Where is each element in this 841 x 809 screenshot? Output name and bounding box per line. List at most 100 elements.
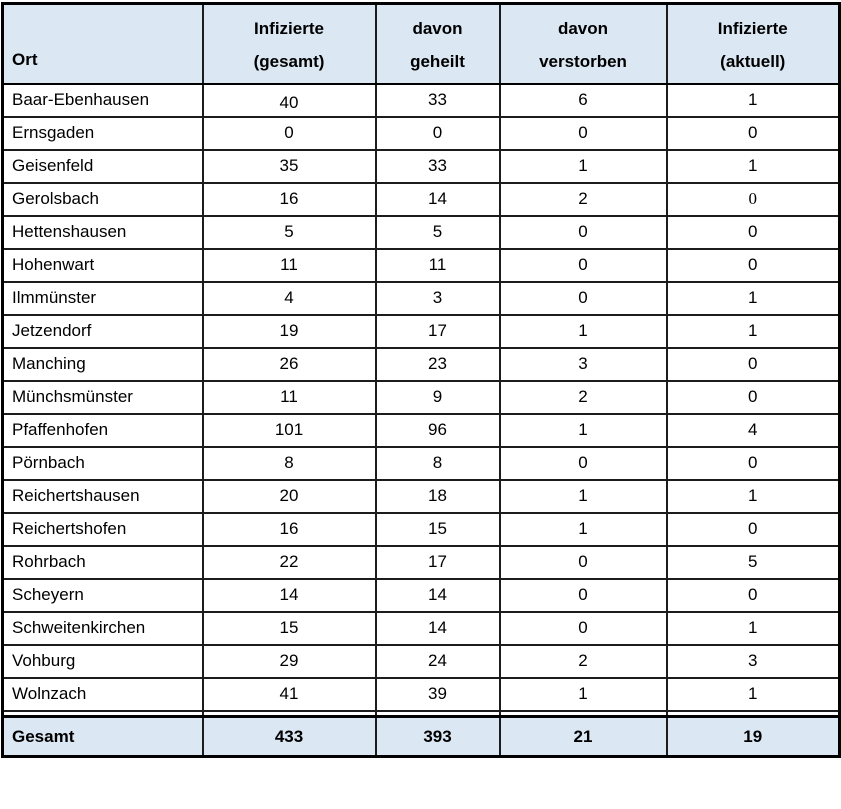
value-cell: 11 — [201, 247, 377, 283]
value-cell: 24 — [374, 643, 501, 679]
value-cell: 2 — [498, 643, 668, 679]
total-davon-geheilt: 393 — [374, 715, 501, 758]
value-cell: 19 — [201, 313, 377, 349]
value-cell: 15 — [201, 610, 377, 646]
value-cell: 0 — [498, 115, 668, 151]
value-cell: 0 — [498, 280, 668, 316]
value-cell: 40 — [201, 82, 377, 118]
value-cell: 0 — [665, 346, 841, 382]
row-separator — [1, 710, 841, 718]
column-header-davon-verstorben: davon verstorben — [498, 2, 668, 85]
total-infizierte-aktuell: 19 — [665, 715, 841, 758]
value-cell: 0 — [374, 115, 501, 151]
value-cell: 0 — [665, 181, 841, 217]
table-row: Geisenfeld 35 33 1 1 — [1, 148, 841, 184]
total-row: Gesamt 433 393 21 19 — [1, 715, 841, 758]
infection-stats-table: Ort Infizierte (gesamt) davon geheilt da… — [1, 2, 841, 758]
ort-cell: Vohburg — [1, 643, 204, 679]
ort-cell: Hohenwart — [1, 247, 204, 283]
value-cell: 16 — [201, 511, 377, 547]
header-line: (gesamt) — [253, 52, 325, 71]
table-row: Hettenshausen 5 5 0 0 — [1, 214, 841, 250]
row-separator-cell — [1, 710, 204, 718]
value-cell: 8 — [374, 445, 501, 481]
value-cell: 5 — [201, 214, 377, 250]
ort-cell: Jetzendorf — [1, 313, 204, 349]
ort-cell: Schweitenkirchen — [1, 610, 204, 646]
value-cell: 0 — [498, 577, 668, 613]
table-row: Pfaffenhofen 101 96 1 4 — [1, 412, 841, 448]
ort-cell: Pörnbach — [1, 445, 204, 481]
ort-cell: Manching — [1, 346, 204, 382]
value-cell: 33 — [374, 148, 501, 184]
ort-cell: Scheyern — [1, 577, 204, 613]
ort-cell: Ernsgaden — [1, 115, 204, 151]
value-cell: 8 — [201, 445, 377, 481]
value-cell: 0 — [665, 379, 841, 415]
value-cell: 1 — [665, 478, 841, 514]
value-cell: 14 — [374, 577, 501, 613]
value-cell: 1 — [498, 313, 668, 349]
ort-cell: Rohrbach — [1, 544, 204, 580]
value-cell: 20 — [201, 478, 377, 514]
value-cell: 14 — [374, 181, 501, 217]
value-cell: 3 — [374, 280, 501, 316]
value-cell: 0 — [201, 115, 377, 151]
value-cell: 16 — [201, 181, 377, 217]
value-cell: 0 — [498, 214, 668, 250]
column-header-infizierte-aktuell: Infizierte (aktuell) — [665, 2, 841, 85]
value-cell: 1 — [665, 610, 841, 646]
value-cell: 0 — [498, 610, 668, 646]
value-cell: 0 — [665, 445, 841, 481]
value-cell: 14 — [201, 577, 377, 613]
value-cell: 17 — [374, 544, 501, 580]
table-row: Schweitenkirchen 15 14 0 1 — [1, 610, 841, 646]
table-row: Pörnbach 8 8 0 0 — [1, 445, 841, 481]
total-label: Gesamt — [1, 715, 204, 758]
header-line: verstorben — [539, 52, 627, 71]
value-cell: 9 — [374, 379, 501, 415]
table-row: Gerolsbach 16 14 2 0 — [1, 181, 841, 217]
value-cell: 1 — [498, 478, 668, 514]
value-cell: 17 — [374, 313, 501, 349]
value-cell: 1 — [498, 148, 668, 184]
value-cell: 101 — [201, 412, 377, 448]
value-cell: 4 — [201, 280, 377, 316]
table-row: Baar-Ebenhausen 40 33 6 1 — [1, 82, 841, 118]
table-body: Baar-Ebenhausen 40 33 6 1 Ernsgaden 0 0 0 0 Geisen… — [1, 82, 841, 718]
value-cell: 2 — [498, 379, 668, 415]
row-separator-cell — [374, 710, 501, 718]
value-cell: 0 — [498, 445, 668, 481]
ort-cell: Geisenfeld — [1, 148, 204, 184]
value-cell: 3 — [498, 346, 668, 382]
column-header-ort: Ort — [1, 2, 204, 85]
value-cell: 0 — [665, 115, 841, 151]
ort-cell: Hettenshausen — [1, 214, 204, 250]
value-cell: 2 — [498, 181, 668, 217]
value-cell: 41 — [201, 676, 377, 712]
value-cell: 1 — [665, 313, 841, 349]
table-row: Ilmmünster 4 3 0 1 — [1, 280, 841, 316]
header-line: Infizierte — [254, 19, 324, 38]
value-cell: 18 — [374, 478, 501, 514]
total-infizierte-gesamt: 433 — [201, 715, 377, 758]
table-row: Rohrbach 22 17 0 5 — [1, 544, 841, 580]
value-cell: 11 — [374, 247, 501, 283]
header-line: davon — [412, 19, 463, 38]
header-row: Ort Infizierte (gesamt) davon geheilt da… — [1, 2, 841, 85]
value-cell: 0 — [665, 247, 841, 283]
value-cell: 96 — [374, 412, 501, 448]
ort-cell: Baar-Ebenhausen — [1, 82, 204, 118]
value-cell: 14 — [374, 610, 501, 646]
value-cell: 0 — [665, 577, 841, 613]
ort-cell: Pfaffenhofen — [1, 412, 204, 448]
header-line: davon — [557, 19, 609, 38]
value-cell: 0 — [665, 511, 841, 547]
value-cell: 1 — [665, 280, 841, 316]
table-row: Vohburg 29 24 2 3 — [1, 643, 841, 679]
value-cell: 29 — [201, 643, 377, 679]
value-cell: 39 — [374, 676, 501, 712]
table-row: Wolnzach 41 39 1 1 — [1, 676, 841, 712]
ort-cell: Gerolsbach — [1, 181, 204, 217]
